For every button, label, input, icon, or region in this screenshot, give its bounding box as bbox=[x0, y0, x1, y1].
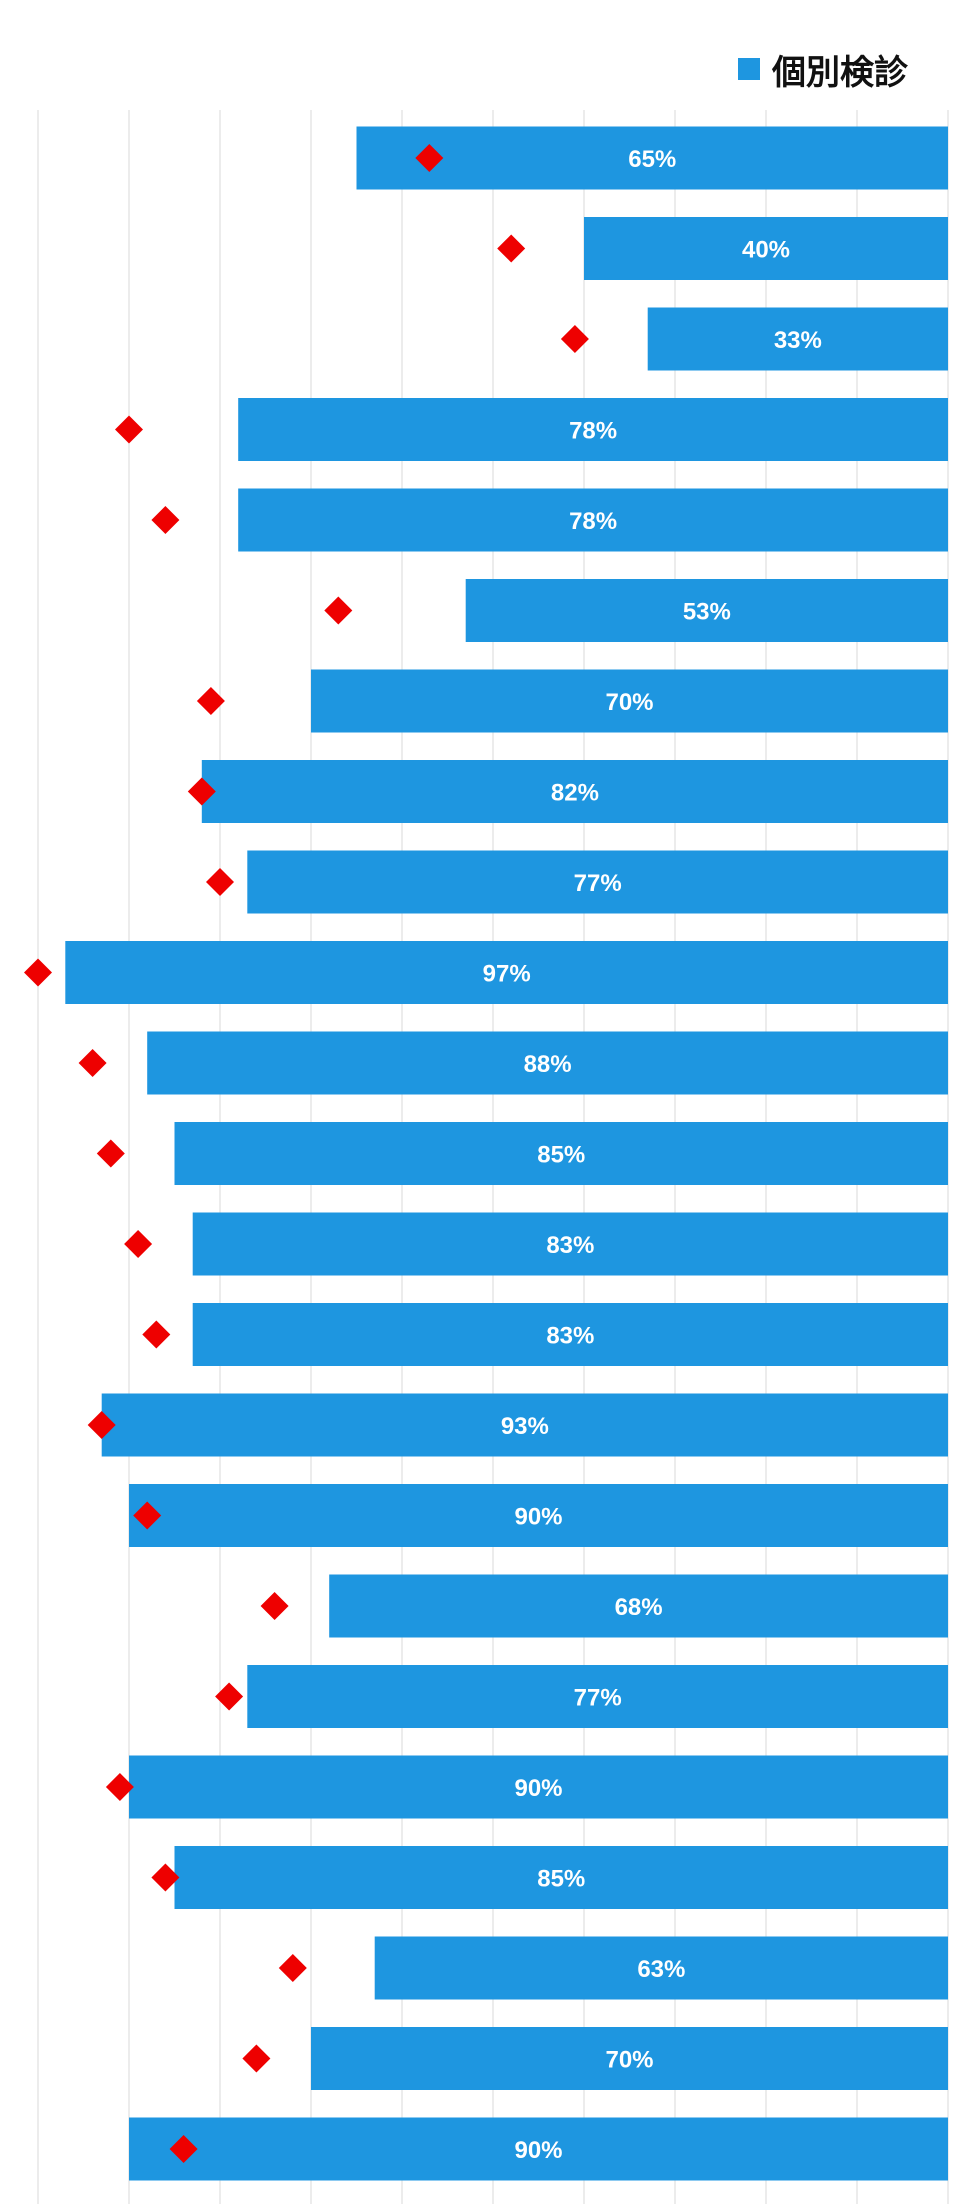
marker bbox=[96, 1139, 125, 1168]
bar bbox=[374, 1936, 948, 2000]
marker bbox=[278, 1954, 307, 1982]
data-label: 33% bbox=[774, 327, 822, 354]
marker bbox=[260, 1592, 289, 1620]
data-label: 85% bbox=[537, 1866, 585, 1893]
bar bbox=[238, 398, 948, 461]
marker bbox=[87, 1411, 116, 1439]
marker bbox=[151, 1863, 180, 1892]
data-label: 83% bbox=[546, 1323, 594, 1350]
bar bbox=[174, 1846, 948, 1909]
data-label: 68% bbox=[615, 1594, 663, 1621]
bar bbox=[238, 488, 948, 552]
bar bbox=[311, 2027, 948, 2090]
data-label: 77% bbox=[574, 870, 622, 897]
bars bbox=[65, 126, 949, 2181]
bar bbox=[584, 217, 948, 280]
data-label: 70% bbox=[605, 689, 653, 716]
data-label: 85% bbox=[537, 1142, 585, 1169]
marker bbox=[215, 1682, 244, 1711]
data-label: 70% bbox=[605, 2047, 653, 2074]
marker bbox=[415, 144, 444, 172]
marker bbox=[187, 777, 216, 806]
bar bbox=[129, 1484, 948, 1547]
bar bbox=[647, 307, 948, 371]
data-label: 53% bbox=[683, 599, 731, 626]
data-label: 78% bbox=[569, 418, 617, 445]
data-label: 77% bbox=[574, 1685, 622, 1712]
bar-labels: 65% 40% 33% 78% 78% 53% 70% 82% 77% 97% 88% 85% 83% 8… bbox=[483, 146, 822, 2164]
marker bbox=[169, 2135, 198, 2163]
legend-label: 個別検診 bbox=[772, 52, 908, 93]
bar bbox=[247, 850, 949, 914]
bar bbox=[311, 669, 948, 733]
bar bbox=[129, 2117, 948, 2181]
data-label: 83% bbox=[546, 1232, 594, 1259]
data-label: 82% bbox=[551, 780, 599, 807]
bar bbox=[247, 1665, 949, 1728]
bar bbox=[329, 1574, 948, 1638]
data-label: 65% bbox=[628, 146, 676, 173]
bar bbox=[356, 126, 948, 190]
data-label: 88% bbox=[524, 1051, 572, 1078]
marker bbox=[151, 506, 180, 534]
marker bbox=[124, 1230, 153, 1258]
bar bbox=[192, 1303, 948, 1366]
marker bbox=[133, 1501, 162, 1530]
marker bbox=[206, 868, 234, 896]
marker bbox=[115, 415, 143, 444]
marker bbox=[324, 596, 353, 625]
data-label: 90% bbox=[514, 2137, 562, 2164]
bar bbox=[465, 579, 948, 642]
bar bbox=[174, 1122, 948, 1185]
marker bbox=[142, 1320, 171, 1349]
marker bbox=[560, 325, 589, 353]
bar bbox=[201, 760, 949, 823]
legend-swatch bbox=[738, 58, 760, 80]
marker bbox=[242, 2044, 271, 2073]
data-label: 90% bbox=[514, 1775, 562, 1802]
marker bbox=[497, 234, 526, 263]
marker bbox=[78, 1049, 107, 1077]
data-label: 97% bbox=[483, 961, 531, 988]
data-label: 40% bbox=[742, 237, 790, 264]
bar bbox=[101, 1393, 948, 1457]
marker bbox=[196, 687, 225, 715]
data-label: 78% bbox=[569, 508, 617, 535]
data-label: 63% bbox=[637, 1956, 685, 1983]
bar bbox=[192, 1212, 948, 1276]
bar bbox=[129, 1755, 948, 1819]
data-label: 93% bbox=[501, 1413, 549, 1440]
marker bbox=[105, 1773, 134, 1801]
marker bbox=[24, 958, 52, 987]
legend: 個別検診 bbox=[738, 44, 908, 94]
bar bbox=[65, 941, 949, 1004]
data-label: 90% bbox=[514, 1504, 562, 1531]
markers bbox=[24, 144, 589, 2163]
bar bbox=[147, 1031, 948, 1095]
